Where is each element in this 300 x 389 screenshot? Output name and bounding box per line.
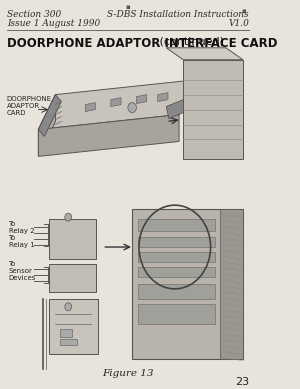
Polygon shape xyxy=(183,60,243,159)
Polygon shape xyxy=(111,98,121,107)
FancyBboxPatch shape xyxy=(138,237,215,247)
Text: Figure 13: Figure 13 xyxy=(102,368,154,378)
FancyBboxPatch shape xyxy=(138,219,215,231)
FancyBboxPatch shape xyxy=(138,284,215,299)
Text: To
Relay 2
To
Relay 1: To Relay 2 To Relay 1 xyxy=(8,221,34,248)
FancyBboxPatch shape xyxy=(60,329,73,336)
Polygon shape xyxy=(132,209,243,359)
Text: 23: 23 xyxy=(235,377,249,387)
Polygon shape xyxy=(220,209,243,359)
Circle shape xyxy=(65,303,72,311)
Polygon shape xyxy=(166,48,243,60)
Text: Section 300: Section 300 xyxy=(7,10,61,19)
Text: ▪: ▪ xyxy=(125,4,130,10)
FancyBboxPatch shape xyxy=(60,339,77,345)
Text: (continued): (continued) xyxy=(156,37,224,47)
Circle shape xyxy=(128,103,136,112)
Circle shape xyxy=(65,213,72,221)
Polygon shape xyxy=(38,95,61,137)
Polygon shape xyxy=(158,93,168,102)
FancyBboxPatch shape xyxy=(138,304,215,324)
Polygon shape xyxy=(50,299,98,354)
Text: ▪: ▪ xyxy=(242,8,246,14)
Text: Issue 1 August 1990: Issue 1 August 1990 xyxy=(7,19,100,28)
FancyBboxPatch shape xyxy=(138,267,215,277)
Text: DOORPHONE
ADAPTOR
CARD: DOORPHONE ADAPTOR CARD xyxy=(7,96,52,116)
FancyBboxPatch shape xyxy=(50,264,96,292)
FancyBboxPatch shape xyxy=(50,219,96,259)
Text: V1.0: V1.0 xyxy=(228,19,249,28)
Polygon shape xyxy=(38,80,196,130)
Polygon shape xyxy=(38,114,179,156)
Text: S-DBS Installation Instructions: S-DBS Installation Instructions xyxy=(107,10,249,19)
Polygon shape xyxy=(85,103,95,112)
Polygon shape xyxy=(136,95,147,103)
Polygon shape xyxy=(38,95,56,156)
FancyBboxPatch shape xyxy=(138,252,215,262)
Text: DOORPHONE ADAPTOR INTERFACE CARD: DOORPHONE ADAPTOR INTERFACE CARD xyxy=(7,37,277,50)
Polygon shape xyxy=(166,100,186,119)
Text: To
Sensor
Devices: To Sensor Devices xyxy=(8,261,36,281)
